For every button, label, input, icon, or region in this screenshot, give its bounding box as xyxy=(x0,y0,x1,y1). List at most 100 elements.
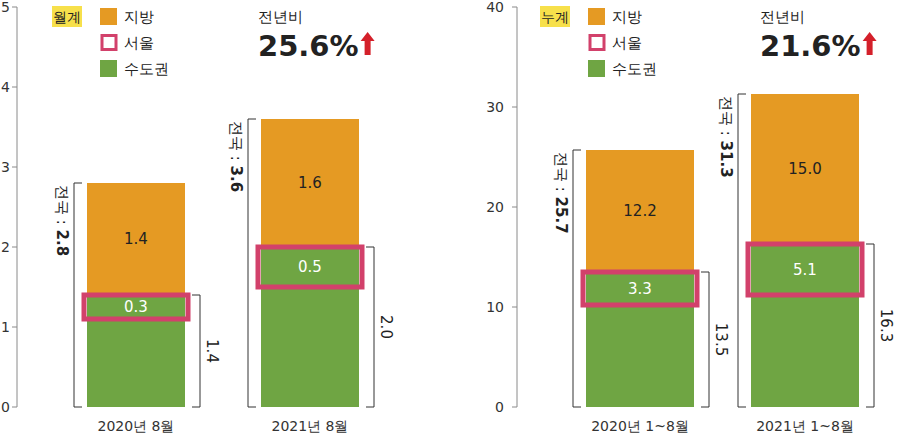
bracket-label: 2.0 xyxy=(377,315,395,339)
legend-label: 수도권 xyxy=(124,60,169,78)
data-label: 0.5 xyxy=(298,258,322,276)
data-label: 0.3 xyxy=(124,298,148,316)
total-bracket xyxy=(74,183,82,407)
bracket-label: 16.3 xyxy=(877,309,895,342)
legend-swatch xyxy=(100,8,117,25)
total-label: 전국 : 2.8 xyxy=(53,185,71,256)
y-tick xyxy=(512,407,517,408)
legend-swatch xyxy=(100,60,117,77)
change-label: 전년비 xyxy=(760,8,805,26)
change-value: 25.6% xyxy=(258,29,359,63)
bracket xyxy=(701,272,709,407)
y-tick xyxy=(12,407,17,408)
y-tick-label: 5 xyxy=(1,0,10,15)
y-tick-label: 10 xyxy=(486,299,504,315)
y-tick-label: 1 xyxy=(1,319,10,335)
highlight-box xyxy=(84,295,188,319)
bracket-label: 13.5 xyxy=(712,323,730,356)
y-tick xyxy=(12,167,17,168)
y-tick-label: 0 xyxy=(495,399,504,415)
up-arrow xyxy=(863,32,877,55)
legend-swatch xyxy=(588,8,605,25)
total-label: 전국 : 31.3 xyxy=(717,96,735,178)
legend-label: 지방 xyxy=(124,8,154,26)
y-tick xyxy=(12,7,17,8)
bar-segment xyxy=(87,295,185,407)
y-tick-label: 20 xyxy=(486,199,504,215)
data-label: 1.6 xyxy=(298,174,322,192)
bracket xyxy=(192,295,200,407)
bracket xyxy=(866,244,874,407)
y-tick-label: 40 xyxy=(486,0,504,15)
y-tick xyxy=(12,327,17,328)
legend-label: 서울 xyxy=(124,34,154,52)
change-value: 21.6% xyxy=(760,29,861,63)
legend-label: 서울 xyxy=(612,34,642,52)
data-label: 15.0 xyxy=(788,160,821,178)
marks xyxy=(583,94,862,407)
data-label: 5.1 xyxy=(793,261,817,279)
total-prefix: 전국 : xyxy=(552,152,570,197)
change-label: 전년비 xyxy=(258,8,303,26)
legend-label: 지방 xyxy=(612,8,642,26)
data-label: 3.3 xyxy=(628,280,652,298)
total-value: 2.8 xyxy=(53,230,71,257)
up-arrow xyxy=(361,32,375,55)
y-tick xyxy=(12,247,17,248)
data-label: 1.4 xyxy=(124,230,148,248)
category-label: 2020년 8월 xyxy=(98,418,175,434)
y-tick-label: 3 xyxy=(1,159,10,175)
highlight-box xyxy=(258,247,362,287)
legend-swatch xyxy=(588,60,605,77)
bar-segment xyxy=(261,247,359,407)
total-prefix: 전국 : xyxy=(227,121,245,166)
total-prefix: 전국 : xyxy=(717,96,735,141)
legend-label: 수도권 xyxy=(612,60,657,78)
total-bracket xyxy=(573,150,581,407)
legend-title: 월계 xyxy=(53,9,81,25)
category-label: 2020년 1~8월 xyxy=(591,418,689,434)
y-tick-label: 4 xyxy=(1,79,10,95)
bar-segment xyxy=(586,272,694,407)
total-bracket xyxy=(248,119,256,407)
data-label: 12.2 xyxy=(623,202,656,220)
legend-title: 누계 xyxy=(541,9,569,25)
y-tick-label: 30 xyxy=(486,99,504,115)
total-label: 전국 : 3.6 xyxy=(227,121,245,192)
labels: 1.4 1.4 0.3 전국 : 2.8 2.0 1.6 0.5 전국 : 3.6 xyxy=(53,119,395,407)
legend-swatch xyxy=(590,36,604,50)
y-axis-line xyxy=(17,7,18,407)
y-tick-label: 0 xyxy=(1,399,10,415)
y-tick xyxy=(512,7,517,8)
panel: 0 10 20 30 40 13.5 12.2 3.3 전국 : 25.7 16.3 15.0 5.1… xyxy=(486,0,895,434)
bracket-label: 1.4 xyxy=(203,339,221,363)
bar-segment xyxy=(261,119,359,247)
total-prefix: 전국 : xyxy=(53,185,71,230)
category-label: 2021년 8월 xyxy=(272,418,349,434)
labels: 13.5 12.2 3.3 전국 : 25.7 16.3 15.0 5.1 전국 : 31.3 xyxy=(552,94,895,407)
chart-root: 0 1 2 3 4 5 1.4 1.4 0.3 전국 : 2.8 2.0 1.6 0.5 전국 : 3.6… xyxy=(0,0,900,436)
y-tick-label: 2 xyxy=(1,239,10,255)
total-bracket xyxy=(738,94,746,407)
bracket xyxy=(366,247,374,407)
bar-segment xyxy=(586,150,694,272)
total-value: 3.6 xyxy=(227,166,245,193)
highlight-box xyxy=(583,272,697,305)
bar-segment xyxy=(751,94,859,244)
total-value: 25.7 xyxy=(552,197,570,234)
category-label: 2021년 1~8월 xyxy=(756,418,854,434)
y-tick xyxy=(512,107,517,108)
legend-title-bg xyxy=(52,6,82,27)
y-tick xyxy=(512,307,517,308)
y-tick xyxy=(512,207,517,208)
y-tick xyxy=(12,87,17,88)
total-label: 전국 : 25.7 xyxy=(552,152,570,234)
bar-segment xyxy=(751,244,859,407)
total-value: 31.3 xyxy=(717,141,735,178)
panel: 0 1 2 3 4 5 1.4 1.4 0.3 전국 : 2.8 2.0 1.6 0.5 전국 : 3.6… xyxy=(1,0,395,434)
highlight-box xyxy=(748,244,862,295)
bar-segment xyxy=(87,183,185,295)
legend-title-bg xyxy=(540,6,570,27)
legend-swatch xyxy=(102,36,116,50)
marks xyxy=(84,119,362,407)
